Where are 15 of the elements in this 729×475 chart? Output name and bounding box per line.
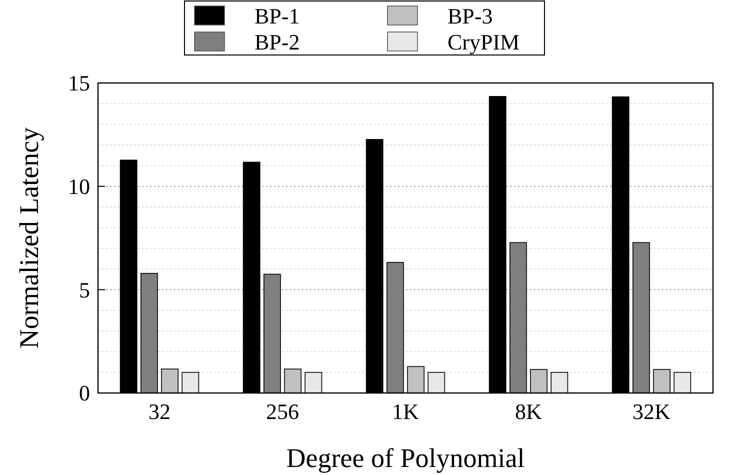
x-tick-label: 256 (266, 399, 299, 424)
x-tick-label: 1K (392, 399, 420, 424)
legend-label: BP-2 (254, 30, 300, 55)
y-tick-label: 10 (68, 174, 90, 200)
x-tick-label: 8K (515, 399, 542, 424)
legend-label: BP-1 (254, 4, 300, 29)
y-axis-title: Normalized Latency (14, 126, 44, 349)
x-axis-title: Degree of Polynomial (286, 443, 525, 473)
x-tick-label: 32 (148, 399, 170, 424)
y-tick-label: 5 (79, 277, 90, 302)
y-tick-label: 15 (68, 70, 90, 96)
x-tick-label: 32K (632, 399, 671, 424)
y-tick-label: 0 (79, 380, 90, 406)
legend-label: BP-3 (448, 4, 493, 29)
legend-label: CryPIM (448, 30, 520, 55)
